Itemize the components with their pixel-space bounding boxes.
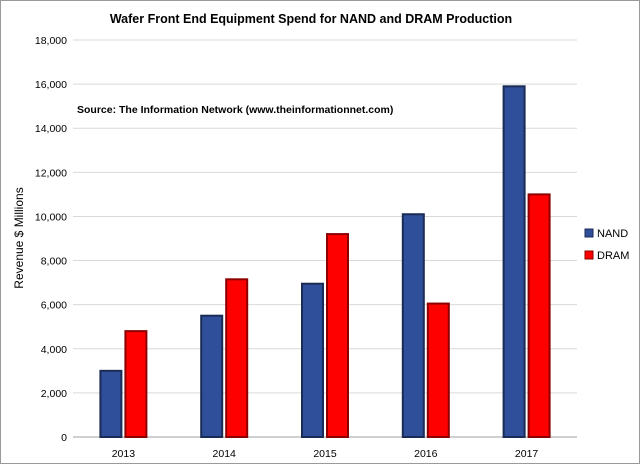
- y-tick-label: 18,000: [35, 35, 67, 47]
- y-tick-label: 0: [61, 432, 67, 444]
- gridlines: [73, 39, 577, 438]
- bar-nand-2013: [99, 369, 123, 439]
- y-tick-label: 8,000: [41, 256, 67, 268]
- x-tick-label: 2014: [213, 448, 237, 460]
- bar-nand-2017: [502, 85, 526, 438]
- y-tick-label: 10,000: [35, 211, 67, 223]
- y-tick-label: 12,000: [35, 167, 67, 179]
- chart-title: Wafer Front End Equipment Spend for NAND…: [110, 12, 512, 26]
- x-tick-label: 2016: [414, 448, 438, 460]
- bar-nand-2014: [200, 314, 224, 439]
- legend-swatch-dram: [584, 250, 594, 260]
- bar-dram-2013: [124, 330, 148, 438]
- chart-source: Source: The Information Network (www.the…: [77, 104, 393, 116]
- bar-nand-2016: [401, 213, 425, 438]
- y-tick-label: 4,000: [41, 344, 67, 356]
- y-tick-label: 16,000: [35, 79, 67, 91]
- legend-label-nand: NAND: [597, 228, 628, 240]
- y-tick-label: 14,000: [35, 123, 67, 135]
- legend-label-dram: DRAM: [597, 250, 629, 262]
- legend-swatch-nand: [584, 228, 594, 238]
- x-tick-label: 2017: [515, 448, 539, 460]
- x-tick-label: 2015: [313, 448, 337, 460]
- bar-dram-2014: [225, 278, 249, 438]
- bar-nand-2015: [301, 282, 324, 439]
- legend: NAND DRAM: [584, 228, 629, 262]
- x-axis-ticks: 2013 2014 2015 2016 2017: [112, 448, 539, 460]
- y-axis-ticks: 0 2,000 4,000 6,000 8,000 10,000 12,000 14,000 1…: [35, 35, 67, 444]
- bar-dram-2017: [527, 193, 551, 438]
- bars: [99, 85, 551, 439]
- bar-dram-2016: [426, 302, 450, 439]
- y-axis-label: Revenue $ Millions: [12, 187, 26, 288]
- bar-dram-2015: [326, 233, 349, 438]
- y-tick-label: 2,000: [41, 388, 67, 400]
- x-tick-label: 2013: [112, 448, 136, 460]
- y-tick-label: 6,000: [41, 300, 67, 312]
